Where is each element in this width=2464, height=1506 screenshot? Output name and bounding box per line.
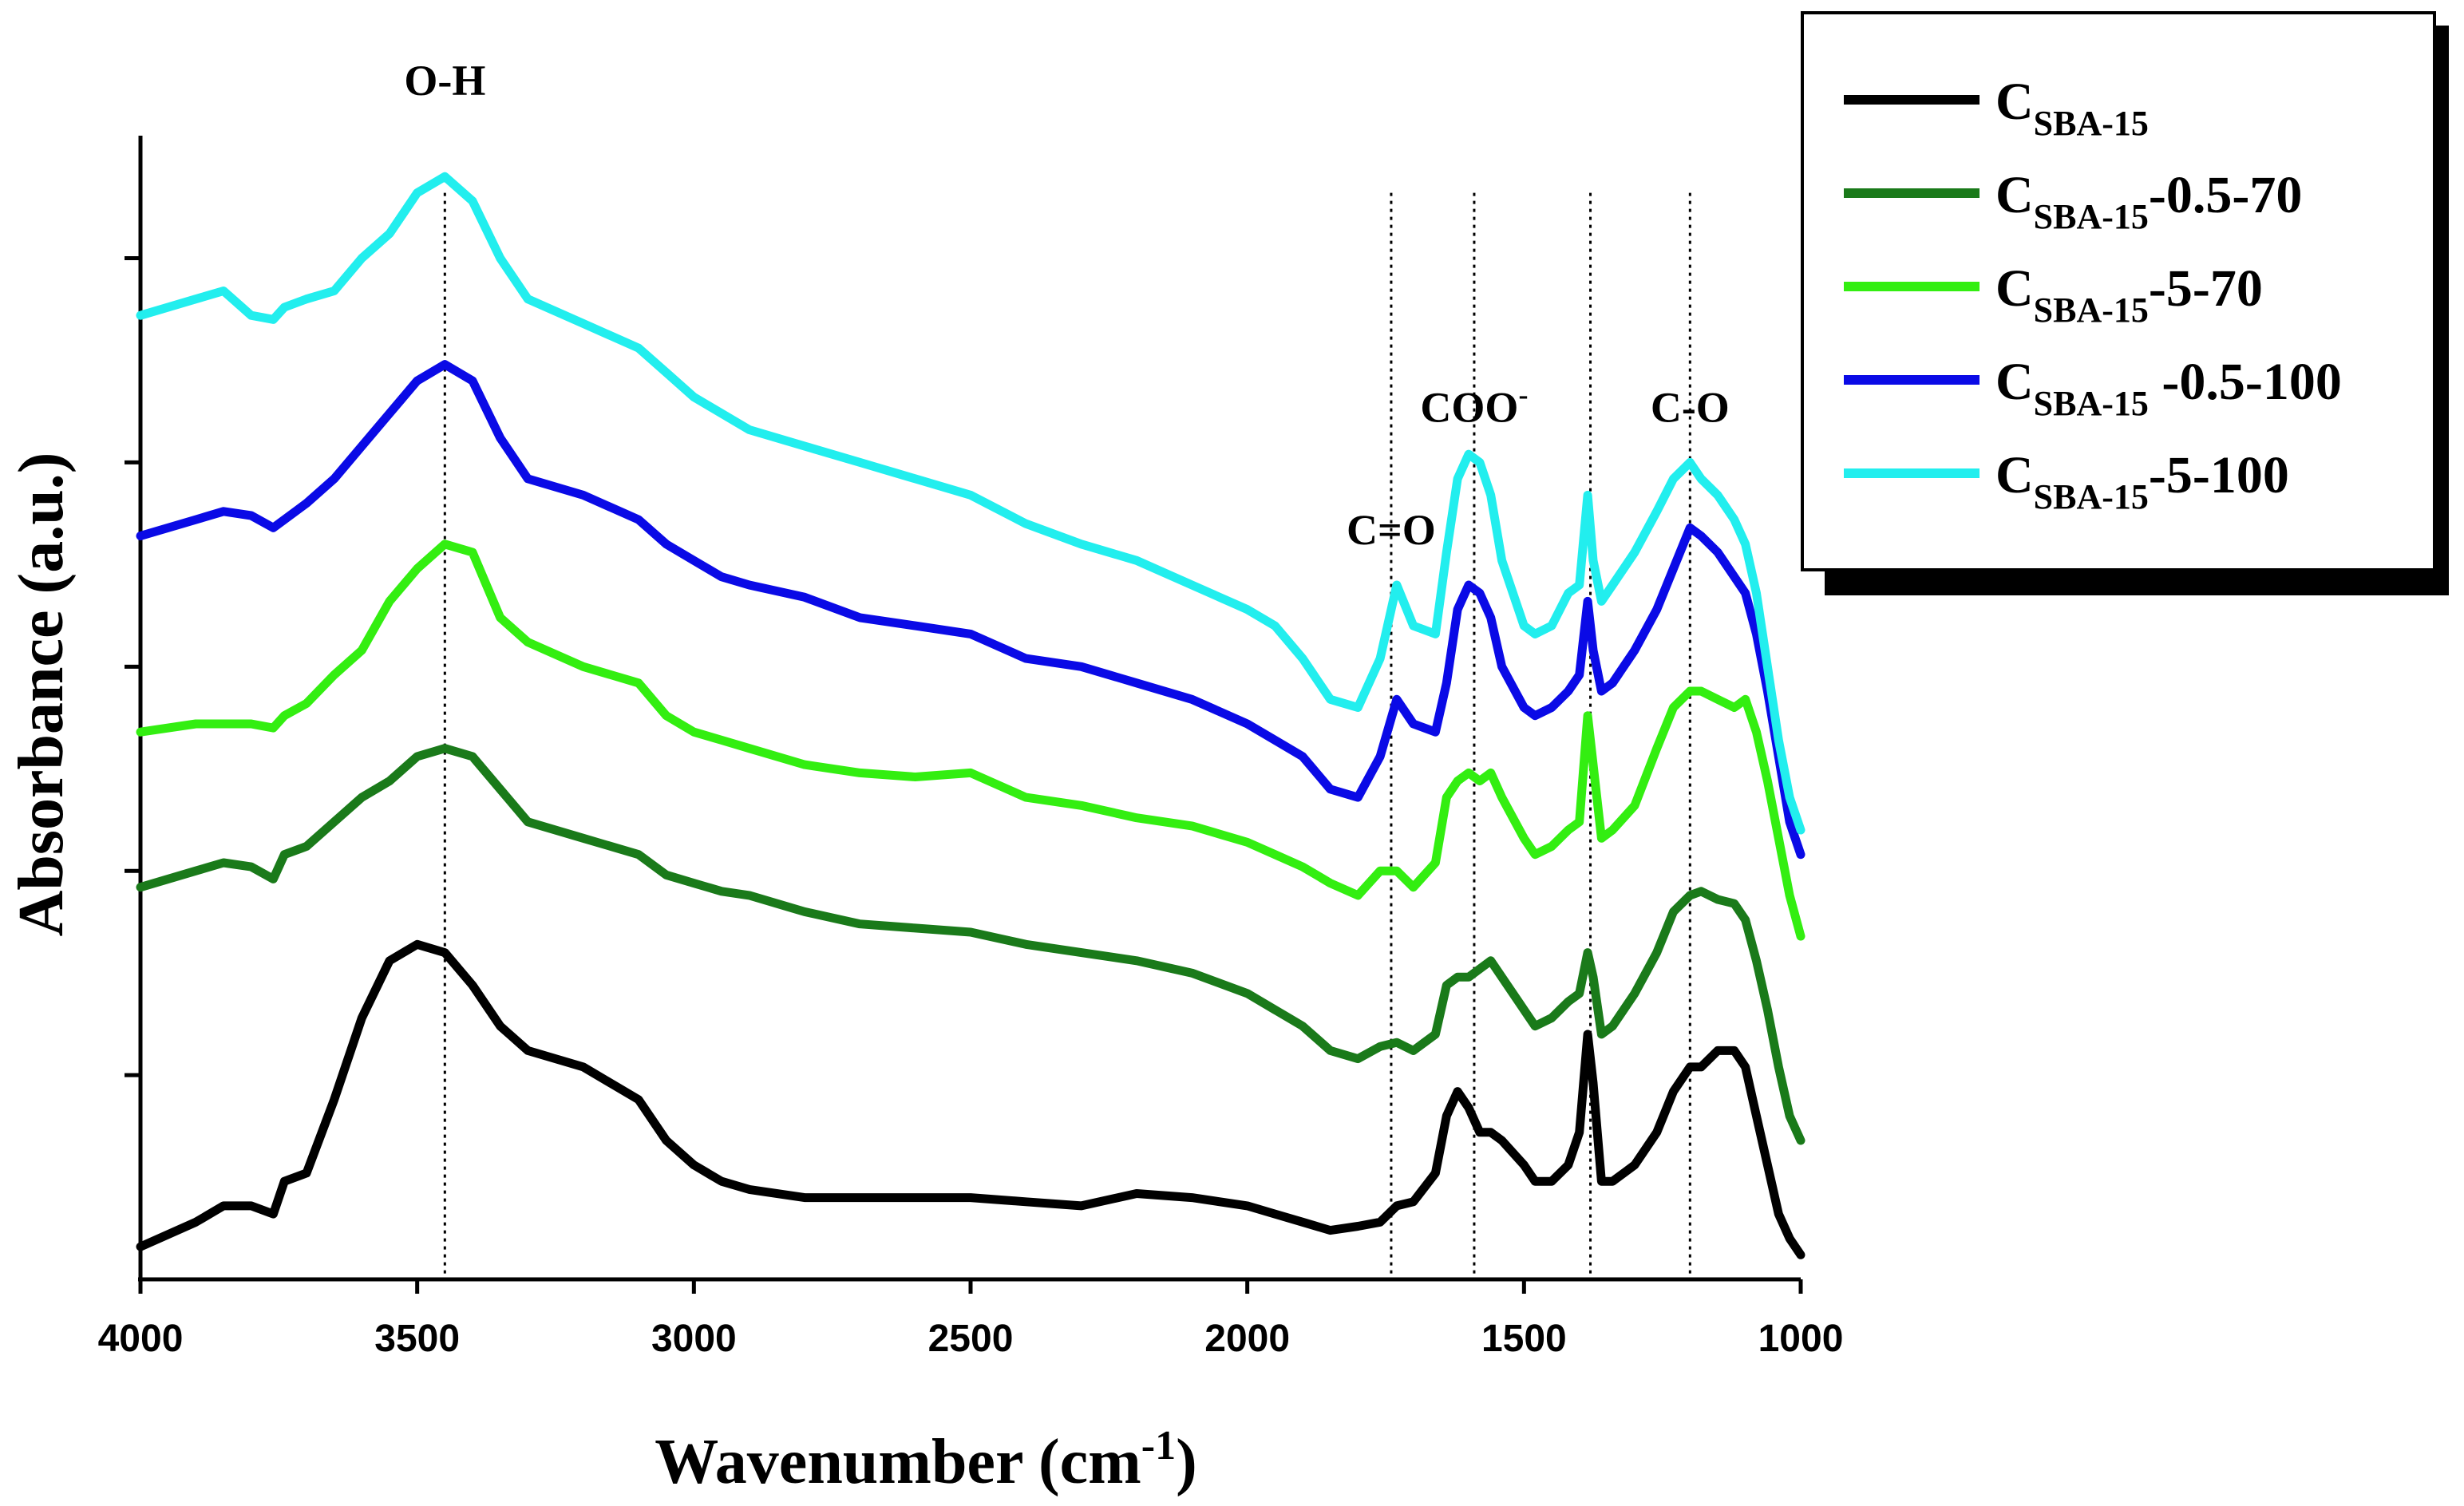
legend: CSBA-15 CSBA-15-0.5-70 CSBA-15-5-70 CSBA-15… [1801,11,2449,595]
y-axis-title: Absorbance (a.u.) [6,453,77,937]
x-tick-label-2500: 2500 [928,1318,1014,1360]
x-tick-label-3500: 3500 [374,1318,460,1360]
x-axis-title: Wavenumber (cm-1) [655,1423,1197,1497]
annotation-3: C-O [1651,383,1730,431]
x-tick-label-1500: 1500 [1481,1318,1567,1360]
legend-items: CSBA-15 CSBA-15-0.5-70 CSBA-15-5-70 CSBA-15… [1844,73,2342,516]
legend-label-3: CSBA-15 -0.5-100 [1995,353,2342,423]
series-line-2 [136,540,1805,941]
x-ticks: 4000 3500 3000 2500 2000 1500 1000 [98,1279,1844,1360]
y-ticks [125,256,140,1077]
reference-lines [443,192,1691,1279]
annotation-2: COO- [1420,378,1528,431]
series-line-1 [136,744,1805,1145]
x-tick-label-3000: 3000 [651,1318,737,1360]
x-tick-label-1000: 1000 [1758,1318,1844,1360]
legend-label-4: CSBA-15-5-100 [1995,446,2289,516]
series-line-4 [136,172,1805,835]
annotation-1: C=O [1347,506,1436,554]
peak-annotations: O-H C=O COO- C-O [404,57,1729,554]
x-tick-label-4000: 4000 [98,1318,184,1360]
legend-label-1: CSBA-15-0.5-70 [1995,166,2302,236]
x-tick-label-2000: 2000 [1204,1318,1290,1360]
series-line-3 [136,360,1805,860]
series-lines [136,172,1805,1259]
series-line-0 [136,939,1805,1259]
legend-label-0: CSBA-15 [1995,73,2149,143]
annotation-0: O-H [404,57,485,105]
legend-label-2: CSBA-15-5-70 [1995,259,2263,330]
